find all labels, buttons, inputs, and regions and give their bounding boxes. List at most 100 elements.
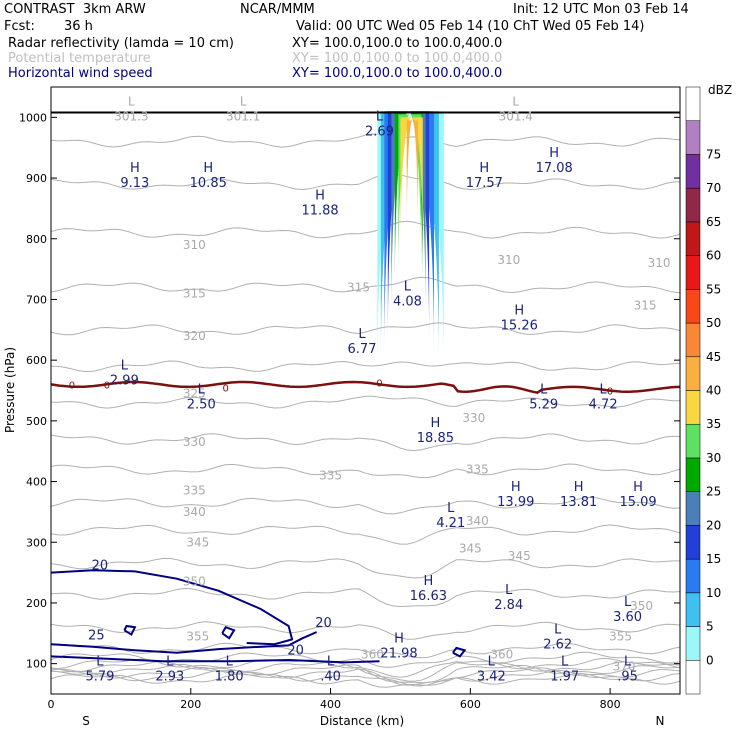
theta-label: 370 bbox=[613, 660, 636, 674]
theta-line bbox=[51, 496, 680, 515]
theta-line bbox=[51, 621, 680, 640]
hl-kind: H bbox=[394, 632, 404, 647]
hl-kind: L bbox=[488, 655, 496, 670]
freezing-line-label: 0 bbox=[607, 387, 613, 398]
theta-line bbox=[51, 133, 680, 148]
colorbar-cell bbox=[685, 525, 701, 560]
theta-line bbox=[51, 524, 680, 545]
theta-label: 310 bbox=[183, 238, 206, 252]
colorbar-level: 0 bbox=[706, 653, 714, 667]
hl-kind: L bbox=[624, 595, 632, 610]
org-label: NCAR/MMM bbox=[240, 2, 315, 17]
theta-label: 340 bbox=[466, 514, 489, 528]
hl-kind: L bbox=[561, 655, 569, 670]
theta-line bbox=[51, 663, 680, 684]
hl-kind: H bbox=[514, 304, 524, 319]
colorbar-cell bbox=[685, 120, 701, 155]
x-tick-label: 600 bbox=[460, 698, 481, 711]
theta-label: 355 bbox=[186, 629, 209, 643]
y-tick-label: 400 bbox=[26, 476, 47, 489]
hl-kind: L bbox=[512, 94, 519, 108]
hl-kind: L bbox=[121, 358, 129, 373]
theta-line bbox=[51, 433, 680, 452]
x-tick-label: 400 bbox=[320, 698, 341, 711]
hl-value: 11.88 bbox=[301, 203, 338, 218]
hl-kind: L bbox=[447, 501, 455, 516]
colorbar-level: 70 bbox=[706, 181, 721, 195]
fcst-value: 36 h bbox=[64, 19, 93, 34]
hl-value: 301.1 bbox=[226, 109, 260, 123]
colorbar-level: 35 bbox=[706, 417, 721, 431]
theta-line bbox=[51, 173, 680, 191]
hl-value: .95 bbox=[617, 670, 638, 685]
colorbar-level: 65 bbox=[706, 215, 721, 229]
hl-kind: L bbox=[540, 383, 548, 398]
valid-time: Valid: 00 UTC Wed 05 Feb 14 (10 ChT Wed … bbox=[296, 19, 645, 34]
wind-contour-label: 20 bbox=[315, 616, 332, 631]
y-tick-label: 1000 bbox=[19, 111, 47, 124]
theta-line bbox=[51, 276, 680, 294]
colorbar-cell bbox=[685, 558, 701, 594]
hl-value: 3.60 bbox=[613, 610, 642, 625]
theta-line bbox=[51, 322, 680, 336]
wind-contour bbox=[51, 631, 317, 654]
theta-label: 360 bbox=[361, 648, 384, 662]
hl-kind: H bbox=[479, 161, 489, 176]
hl-value: 6.77 bbox=[348, 342, 377, 357]
hl-value: 2.84 bbox=[494, 598, 523, 613]
hl-value: 21.98 bbox=[380, 647, 417, 662]
hl-value: 1.80 bbox=[215, 670, 244, 685]
hl-value: 301.3 bbox=[114, 109, 148, 123]
wind-contour bbox=[51, 655, 380, 664]
y-axis-label: Pressure (hPa) bbox=[3, 347, 17, 433]
colorbar-cell bbox=[685, 660, 701, 695]
hl-kind: L bbox=[505, 583, 513, 598]
hl-kind: H bbox=[574, 480, 584, 495]
theta-line bbox=[51, 395, 680, 409]
fcst-label: Fcst: bbox=[4, 19, 35, 34]
hl-value: 13.99 bbox=[497, 495, 534, 510]
freezing-line-path bbox=[51, 380, 680, 395]
hl-value: 5.79 bbox=[85, 670, 114, 685]
hl-value: 10.85 bbox=[190, 176, 227, 191]
hl-value: 2.69 bbox=[365, 124, 394, 139]
colorbar-cell bbox=[685, 356, 701, 391]
theta-label: 325 bbox=[183, 387, 206, 401]
wind-contour bbox=[123, 624, 137, 636]
freezing-line: 0 0 0 0 0 bbox=[51, 379, 680, 398]
hl-value: 15.09 bbox=[619, 495, 656, 510]
colorbar-level: 10 bbox=[706, 586, 721, 600]
hl-kind: L bbox=[554, 622, 562, 637]
y-tick-label: 200 bbox=[26, 597, 47, 610]
hl-value: .40 bbox=[320, 670, 341, 685]
hl-kind: L bbox=[198, 383, 206, 398]
hl-kind: H bbox=[315, 188, 325, 203]
theta-label: 350 bbox=[183, 575, 206, 589]
freezing-line-label: 0 bbox=[223, 383, 229, 394]
hl-kind: L bbox=[96, 655, 104, 670]
hl-kind: L bbox=[376, 109, 384, 124]
hl-kind: L bbox=[226, 655, 234, 670]
colorbar: 0 5 10 15 20 25 30 35 40 45 50 55 60 65 70 75 bbox=[685, 86, 721, 695]
colorbar-cell bbox=[685, 255, 701, 290]
colorbar-level: 30 bbox=[706, 451, 721, 465]
theta-line bbox=[51, 557, 680, 579]
hl-kind: H bbox=[424, 574, 434, 589]
theta-line bbox=[51, 463, 680, 479]
theta-label: 355 bbox=[609, 629, 632, 643]
theta-label: 315 bbox=[183, 286, 206, 300]
high-low-labels: L5.79L2.93L1.80L.40L3.42L1.97L.95H21.98L… bbox=[85, 94, 656, 684]
field-theta-name: Potential temperature bbox=[8, 51, 151, 66]
hl-value: 4.21 bbox=[436, 516, 465, 531]
hl-kind: H bbox=[633, 480, 643, 495]
hl-kind: L bbox=[358, 327, 366, 342]
theta-label: 335 bbox=[319, 468, 342, 482]
hl-kind: H bbox=[203, 161, 213, 176]
hl-value: 4.72 bbox=[589, 398, 618, 413]
hl-kind: L bbox=[128, 94, 135, 108]
theta-label: 345 bbox=[508, 549, 531, 563]
colorbar-cell bbox=[685, 457, 701, 492]
hl-value: 18.85 bbox=[417, 431, 454, 446]
hl-value: 2.99 bbox=[110, 373, 139, 388]
theta-label: 310 bbox=[648, 256, 671, 270]
